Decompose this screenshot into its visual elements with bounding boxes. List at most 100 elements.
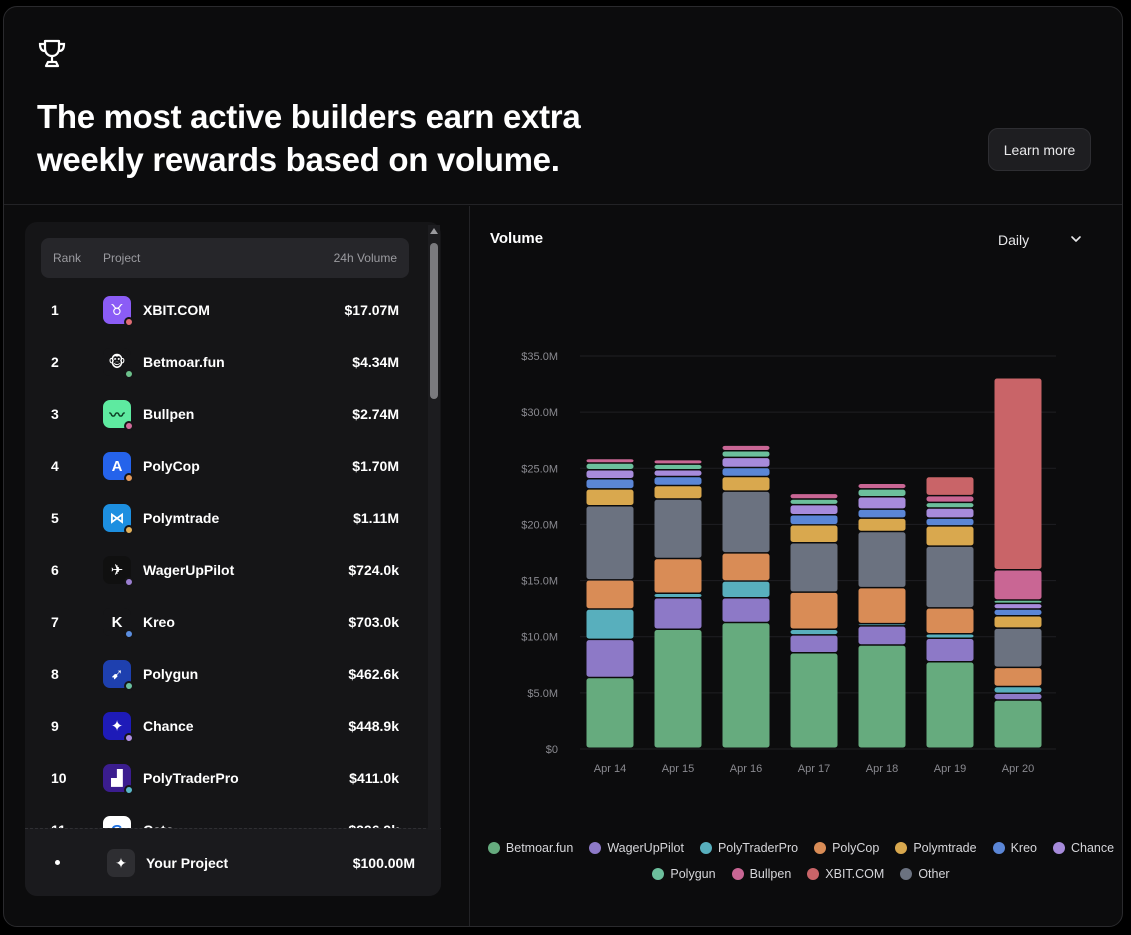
legend-item[interactable]: Chance <box>1052 841 1115 855</box>
legend-item[interactable]: PolyCop <box>814 841 879 855</box>
series-color-dot <box>124 577 134 587</box>
legend-label: Chance <box>1070 841 1115 855</box>
leaderboard-row[interactable]: 10 ▟ PolyTraderPro $411.0k <box>41 752 409 804</box>
bar-segment-xbit-com <box>926 477 974 495</box>
scroll-thumb[interactable] <box>430 243 438 399</box>
legend-item[interactable]: Kreo <box>992 841 1037 855</box>
legend-item[interactable]: Other <box>900 867 950 881</box>
bar-segment-polymtrade <box>926 526 974 546</box>
bar-segment-chance <box>654 470 702 476</box>
legend-item[interactable]: Bullpen <box>731 867 791 881</box>
project-volume: $448.9k <box>348 718 399 734</box>
row-rank: 10 <box>51 770 67 786</box>
legend-label: Kreo <box>1010 841 1037 855</box>
bar-segment-polycop <box>790 592 838 629</box>
project-volume: $462.6k <box>348 666 399 682</box>
bar-segment-polygun <box>858 489 906 496</box>
legend-label: Polygun <box>670 867 716 881</box>
legend-item[interactable]: Polymtrade <box>895 841 977 855</box>
project-volume: $4.34M <box>352 354 399 370</box>
leaderboard-row[interactable]: 9 ✦ Chance $448.9k <box>41 700 409 752</box>
y-tick-label: $15.0M <box>521 576 558 588</box>
project-name: Polygun <box>143 666 199 682</box>
row-rank: 1 <box>51 302 59 318</box>
legend-swatch <box>992 842 1005 854</box>
legend-label: XBIT.COM <box>825 867 885 881</box>
legend-label: Other <box>918 867 950 881</box>
legend-swatch <box>814 842 827 854</box>
project-name: Chance <box>143 718 194 734</box>
bar-segment-polycop <box>858 588 906 623</box>
leaderboard-row[interactable]: 5 ⋈ Polymtrade $1.11M <box>41 492 409 544</box>
volume-chart: $0 $5.0M $10.0M $15.0M $20.0M $25.0M $30.0M $35… <box>521 351 1056 775</box>
x-tick-label: Apr 16 <box>730 763 762 775</box>
leaderboard-rows[interactable]: 1 ♉ XBIT.COM $17.07M 2 🐵 Betmoar.fun $4.34M 3 〰 Bu… <box>41 284 409 829</box>
project-name: Bullpen <box>143 406 195 422</box>
bar-segment-polycop <box>654 559 702 593</box>
legend-item[interactable]: Polygun <box>652 867 716 881</box>
bar-segment-kreo <box>722 468 770 476</box>
legend-item[interactable]: Betmoar.fun <box>487 841 574 855</box>
series-color-dot <box>124 733 134 743</box>
leaderboard-row[interactable]: 7 K Kreo $703.0k <box>41 596 409 648</box>
bar-segment-polytraderpro <box>994 687 1042 693</box>
bar-segment-betmoar-fun <box>654 629 702 748</box>
legend-swatch <box>895 842 908 854</box>
legend-swatch <box>699 842 712 854</box>
series-color-dot <box>124 785 134 795</box>
bar-segment-other <box>994 628 1042 667</box>
bar-segment-other <box>722 491 770 553</box>
bar-segment-wageruppilot <box>858 626 906 645</box>
learn-more-button[interactable]: Learn more <box>988 128 1091 171</box>
y-tick-label: $20.0M <box>521 519 558 531</box>
bar-segment-polygun <box>790 499 838 504</box>
section-divider <box>469 206 470 926</box>
bar-segment-polycop <box>722 553 770 581</box>
bar-segment-wageruppilot <box>994 693 1042 700</box>
leaderboard-row[interactable]: 4 A PolyCop $1.70M <box>41 440 409 492</box>
bar-segment-chance <box>994 604 1042 609</box>
chart-legend: Betmoar.fun WagerUpPilot PolyTraderPro Poly… <box>486 841 1116 881</box>
legend-swatch <box>1052 842 1065 854</box>
bar-segment-other <box>586 506 634 580</box>
period-select[interactable]: Daily <box>986 229 1086 253</box>
y-tick-label: $25.0M <box>521 463 558 475</box>
bar-segment-polymtrade <box>654 486 702 499</box>
leaderboard-panel: Rank Project 24h Volume 1 ♉ XBIT.COM $17.07… <box>25 222 441 896</box>
leaderboard-row[interactable]: 2 🐵 Betmoar.fun $4.34M <box>41 336 409 388</box>
leaderboard-row[interactable]: 1 ♉ XBIT.COM $17.07M <box>41 284 409 336</box>
bar-segment-kreo <box>926 518 974 526</box>
project-volume: $296.9k <box>348 822 399 829</box>
project-volume: $411.0k <box>349 770 399 786</box>
bar-segment-wageruppilot <box>722 598 770 622</box>
y-tick-label: $35.0M <box>521 351 558 363</box>
leaderboard-row[interactable]: 8 ➹ Polygun $462.6k <box>41 648 409 700</box>
bar-segment-polytraderpro <box>790 629 838 635</box>
bar-segment-wageruppilot <box>586 640 634 677</box>
leaderboard-row[interactable]: 11 G Cato $296.9k <box>41 804 409 829</box>
scroll-up-arrow-icon[interactable] <box>430 228 438 234</box>
project-volume: $1.70M <box>352 458 399 474</box>
your-project-row[interactable]: ✦ Your Project $100.00M <box>25 828 441 896</box>
row-rank: 9 <box>51 718 59 734</box>
bar-segment-wageruppilot <box>926 638 974 662</box>
bar-segment-polygun <box>926 503 974 508</box>
bar-segment-bullpen <box>586 459 634 463</box>
project-volume: $724.0k <box>348 562 399 578</box>
bar-segment-chance <box>858 497 906 509</box>
header-rank: Rank <box>53 251 82 265</box>
legend-label: Betmoar.fun <box>505 841 574 855</box>
leaderboard-scrollbar[interactable] <box>428 225 440 830</box>
bar-segment-polytraderpro <box>858 624 906 626</box>
legend-swatch <box>589 842 602 854</box>
project-name: PolyCop <box>143 458 200 474</box>
bar-segment-kreo <box>586 479 634 489</box>
x-tick-label: Apr 18 <box>866 763 898 775</box>
hero-section: The most active builders earn extra week… <box>4 7 1122 205</box>
leaderboard-row[interactable]: 6 ✈ WagerUpPilot $724.0k <box>41 544 409 596</box>
legend-item[interactable]: XBIT.COM <box>807 867 884 881</box>
legend-item[interactable]: WagerUpPilot <box>589 841 684 855</box>
legend-item[interactable]: PolyTraderPro <box>699 841 798 855</box>
bar-segment-polygun <box>654 464 702 470</box>
leaderboard-row[interactable]: 3 〰 Bullpen $2.74M <box>41 388 409 440</box>
